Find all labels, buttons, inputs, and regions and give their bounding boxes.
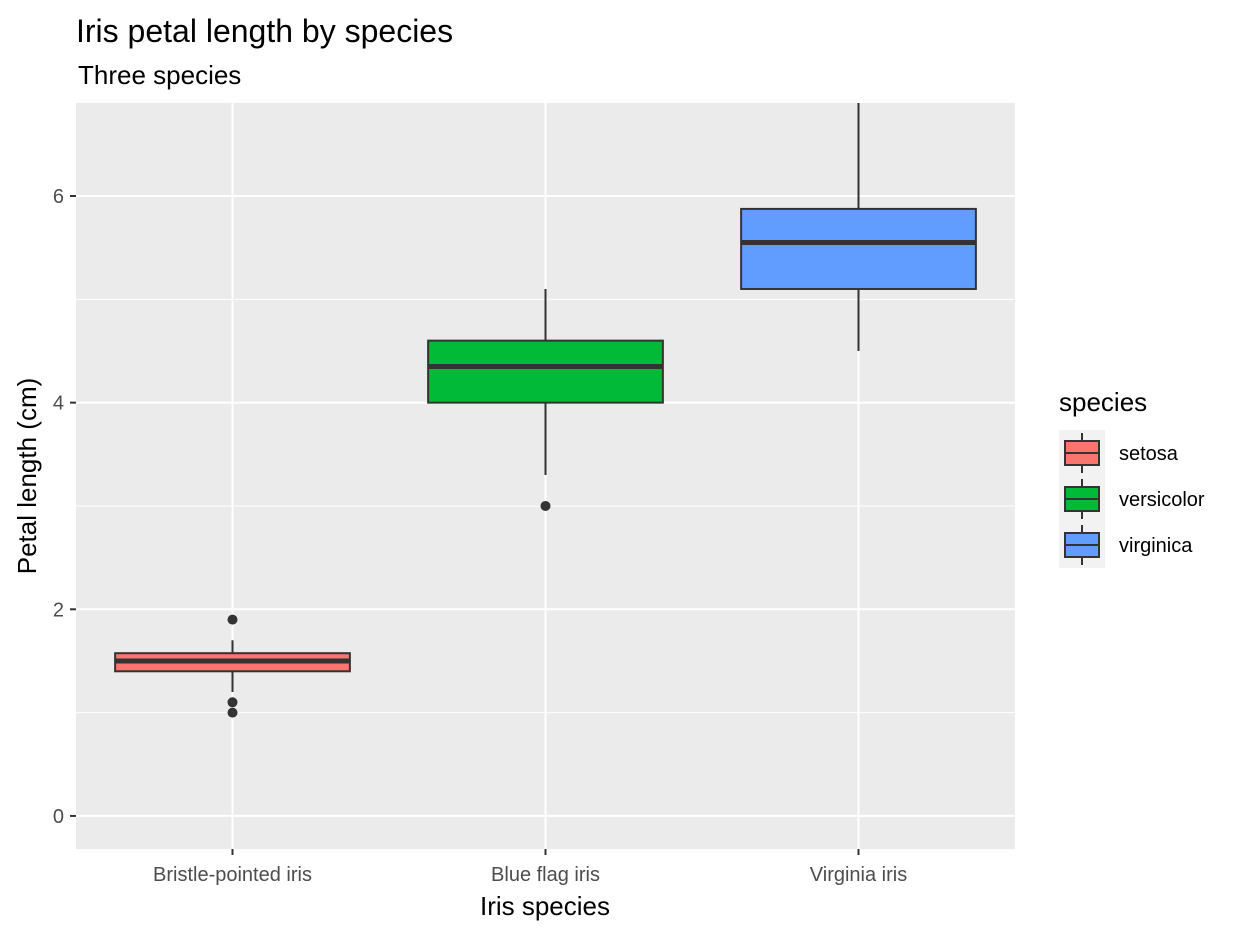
- box-body: [427, 339, 664, 404]
- legend-item-virginica: virginica: [1059, 522, 1193, 568]
- chart-subtitle: Three species: [78, 60, 241, 90]
- axis-layer: 0 2 4 6 Bristle-pointed iris Blue flag iris Vi…: [53, 186, 907, 886]
- box-virginica: [740, 103, 977, 351]
- y-tick-label: 2: [53, 599, 64, 621]
- legend-label: setosa: [1119, 443, 1179, 465]
- outlier-point: [227, 697, 238, 708]
- x-tick-label: Virginia iris: [810, 864, 907, 886]
- box-versicolor: [427, 288, 664, 511]
- x-tick-label: Bristle-pointed iris: [153, 864, 312, 886]
- y-tick-label: 6: [53, 186, 64, 208]
- box-body: [740, 207, 977, 290]
- y-tick-label: 0: [53, 806, 64, 828]
- y-tick-label: 4: [53, 393, 64, 415]
- legend-label: versicolor: [1119, 489, 1205, 511]
- outlier-point: [540, 500, 551, 511]
- box-layer: [114, 103, 977, 718]
- legend-item-setosa: setosa: [1059, 430, 1179, 476]
- legend-label: virginica: [1119, 535, 1193, 557]
- legend: species setosa versicolor virginica: [1059, 387, 1205, 568]
- box-setosa: [114, 614, 351, 718]
- y-axis-title: Petal length (cm): [12, 378, 42, 575]
- legend-item-versicolor: versicolor: [1059, 476, 1205, 522]
- outlier-point: [227, 707, 238, 718]
- chart-title: Iris petal length by species: [76, 13, 453, 49]
- x-axis-title: Iris species: [480, 891, 610, 921]
- x-tick-label: Blue flag iris: [491, 864, 600, 886]
- legend-title: species: [1059, 387, 1147, 417]
- outlier-point: [227, 614, 238, 625]
